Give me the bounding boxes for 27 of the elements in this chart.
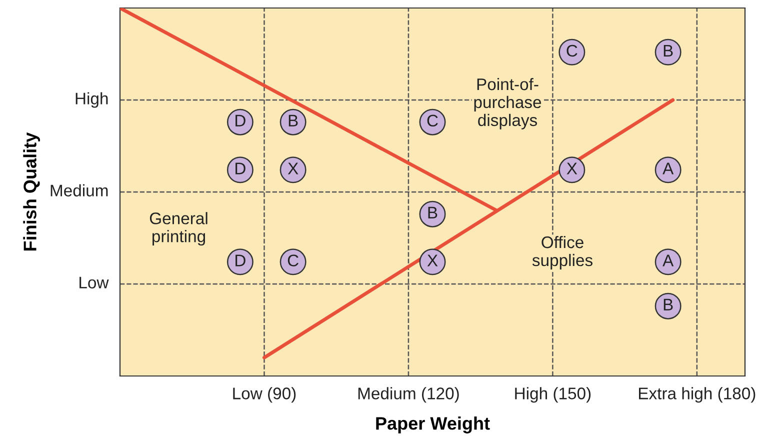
series-label: X <box>288 162 298 174</box>
annotation: General printing <box>150 212 208 246</box>
x-axis-title: Paper Weight <box>376 416 490 434</box>
text: C <box>566 44 578 57</box>
text: D <box>236 254 246 266</box>
text: B <box>288 114 298 126</box>
x-tick-label: Low (90) <box>233 387 296 403</box>
text: High <box>76 92 108 108</box>
y-axis-title: Finish Quality <box>23 132 40 250</box>
series-label: C <box>427 114 438 127</box>
series-label: A <box>662 162 674 174</box>
series-label: B <box>664 298 673 310</box>
text: X <box>427 254 438 266</box>
text: X <box>566 162 578 174</box>
x-tick-label: Medium (120) <box>358 387 459 403</box>
text: Low <box>80 276 109 288</box>
text: B <box>428 206 438 218</box>
text: A <box>662 254 674 266</box>
text: Medium <box>50 184 108 196</box>
annotation: Point-of- purchase displays <box>474 78 542 130</box>
text: D <box>236 114 246 126</box>
annotation: Office supplies <box>532 236 592 270</box>
text: C <box>288 254 298 266</box>
x-tick-label: High (150) <box>515 387 591 403</box>
text: B <box>664 45 673 56</box>
x-tick-label: Extra high (180) <box>639 387 756 403</box>
series-label: D <box>236 162 246 174</box>
